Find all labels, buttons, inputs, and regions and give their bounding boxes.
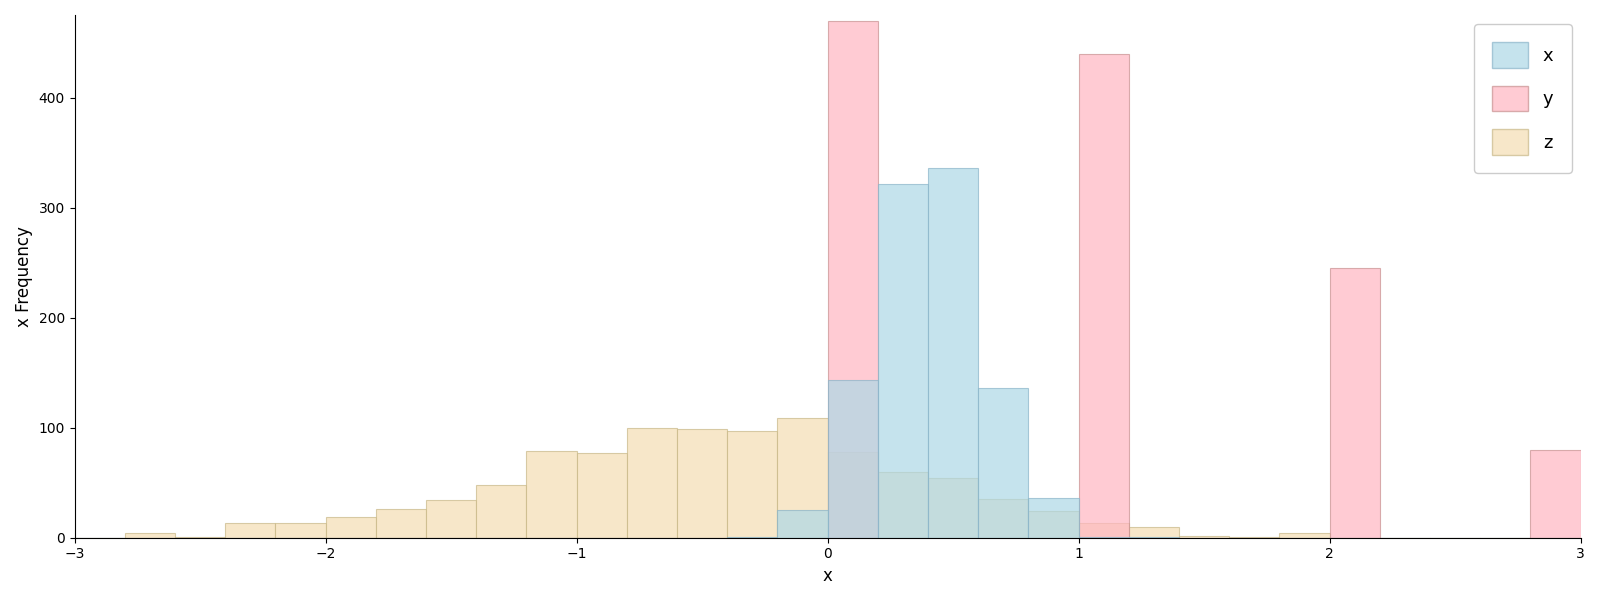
X-axis label: x: x	[822, 567, 832, 585]
Bar	[878, 184, 928, 538]
Bar	[827, 452, 878, 538]
Bar	[778, 510, 827, 538]
Bar	[928, 168, 978, 538]
Bar	[125, 533, 174, 538]
Bar	[978, 499, 1029, 538]
Bar	[326, 517, 376, 538]
Bar	[827, 20, 878, 538]
Legend: x, y, z: x, y, z	[1474, 24, 1571, 173]
Y-axis label: x Frequency: x Frequency	[14, 226, 34, 327]
Bar	[1280, 533, 1330, 538]
Bar	[174, 536, 226, 538]
Bar	[1130, 536, 1179, 538]
Bar	[1330, 268, 1379, 538]
Bar	[1078, 536, 1130, 538]
Bar	[878, 472, 928, 538]
Bar	[526, 451, 576, 538]
Bar	[1029, 498, 1078, 538]
Bar	[627, 428, 677, 538]
Bar	[576, 453, 627, 538]
Bar	[1179, 536, 1229, 538]
Bar	[1130, 527, 1179, 538]
Bar	[426, 500, 477, 538]
Bar	[376, 509, 426, 538]
Bar	[477, 485, 526, 538]
Bar	[275, 523, 326, 538]
Bar	[1531, 449, 1581, 538]
Bar	[978, 388, 1029, 538]
Bar	[728, 431, 778, 538]
Bar	[1078, 53, 1130, 538]
Bar	[778, 418, 827, 538]
Bar	[677, 429, 728, 538]
Bar	[1029, 511, 1078, 538]
Bar	[226, 523, 275, 538]
Bar	[827, 380, 878, 538]
Bar	[928, 478, 978, 538]
Bar	[1229, 536, 1280, 538]
Bar	[1078, 523, 1130, 538]
Bar	[728, 536, 778, 538]
